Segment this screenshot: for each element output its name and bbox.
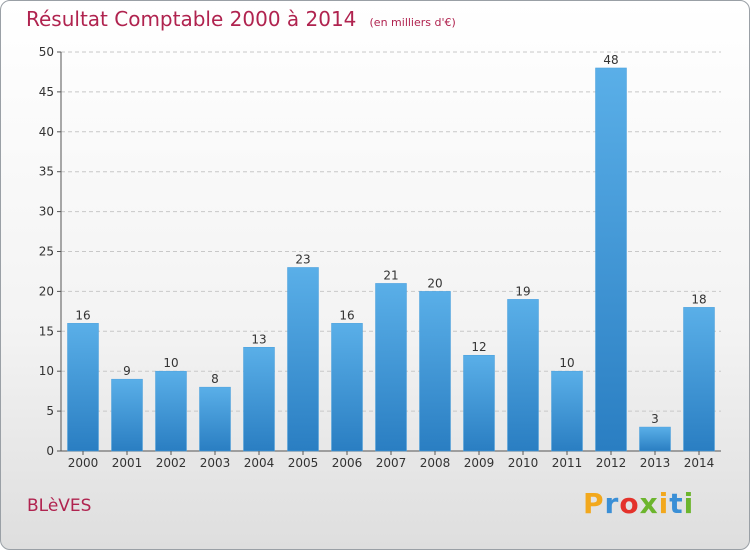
x-tick-label: 2013 — [640, 456, 671, 470]
logo-letter: i — [658, 487, 670, 520]
x-tick-label: 2002 — [156, 456, 187, 470]
x-tick-label: 2000 — [68, 456, 99, 470]
logo-letter: P — [583, 487, 605, 520]
data-label: 13 — [251, 332, 266, 346]
bar — [243, 347, 275, 452]
data-label: 9 — [123, 364, 131, 378]
bar — [67, 323, 99, 452]
y-tick-label: 50 — [39, 45, 54, 59]
logo-letter: r — [604, 487, 620, 520]
y-tick-label: 35 — [39, 165, 54, 179]
y-tick-label: 5 — [46, 404, 54, 418]
bar — [155, 370, 187, 452]
proxiti-logo: Proxiti — [583, 487, 694, 520]
y-tick-label: 20 — [39, 284, 54, 298]
x-tick-label: 2010 — [508, 456, 539, 470]
x-tick-label: 2012 — [596, 456, 627, 470]
data-label: 16 — [75, 308, 90, 322]
data-label: 3 — [651, 412, 659, 426]
y-tick-label: 0 — [46, 444, 54, 458]
data-label: 10 — [559, 356, 574, 370]
x-tick-label: 2001 — [112, 456, 143, 470]
bar — [507, 299, 539, 452]
data-label: 19 — [515, 284, 530, 298]
data-label: 10 — [163, 356, 178, 370]
x-tick-label: 2005 — [288, 456, 319, 470]
title-row: Résultat Comptable 2000 à 2014 (en milli… — [26, 7, 456, 31]
x-tick-label: 2009 — [464, 456, 495, 470]
bar — [375, 283, 407, 452]
data-label: 20 — [427, 276, 442, 290]
bar — [639, 426, 671, 452]
y-tick-label: 25 — [39, 245, 54, 259]
data-label: 21 — [383, 268, 398, 282]
bar — [287, 267, 319, 452]
logo-letter: o — [619, 487, 640, 520]
bar — [419, 291, 451, 452]
y-tick-label: 15 — [39, 324, 54, 338]
data-label: 23 — [295, 252, 310, 266]
data-label: 16 — [339, 308, 354, 322]
data-label: 8 — [211, 372, 219, 386]
logo-letter: x — [639, 487, 659, 520]
bar — [111, 378, 143, 452]
bar — [199, 386, 231, 452]
bar — [551, 370, 583, 452]
bar — [683, 307, 715, 452]
data-label: 18 — [691, 292, 706, 306]
bar — [463, 354, 495, 452]
y-tick-label: 45 — [39, 85, 54, 99]
x-tick-label: 2004 — [244, 456, 275, 470]
chart-unit: (en milliers d'€) — [369, 16, 456, 29]
x-tick-label: 2014 — [684, 456, 715, 470]
x-tick-label: 2008 — [420, 456, 451, 470]
x-tick-label: 2007 — [376, 456, 407, 470]
chart-title: Résultat Comptable 2000 à 2014 — [26, 7, 357, 31]
logo-letter: t — [669, 487, 684, 520]
y-tick-label: 30 — [39, 205, 54, 219]
bar — [595, 67, 627, 452]
x-tick-label: 2003 — [200, 456, 231, 470]
logo-letter: i — [683, 487, 695, 520]
bar — [331, 323, 363, 452]
y-tick-label: 10 — [39, 364, 54, 378]
y-tick-label: 40 — [39, 125, 54, 139]
x-tick-label: 2011 — [552, 456, 583, 470]
data-label: 12 — [471, 340, 486, 354]
commune-name: BLèVES — [27, 496, 92, 516]
x-tick-label: 2006 — [332, 456, 363, 470]
data-label: 48 — [603, 53, 618, 67]
